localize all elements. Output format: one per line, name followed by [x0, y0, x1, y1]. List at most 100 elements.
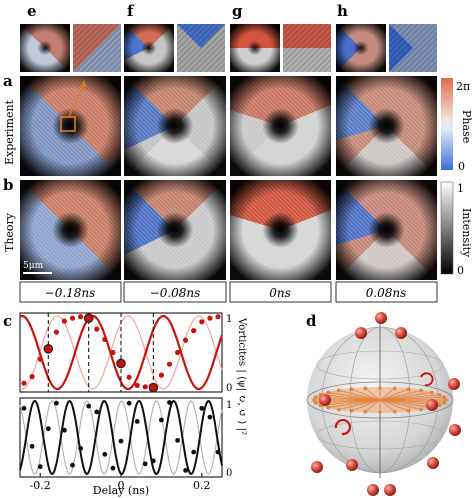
- trajectory-ray: [320, 394, 381, 401]
- trajectory-dot: [419, 388, 424, 393]
- experiment-image-h: [336, 76, 437, 176]
- data-point: [21, 405, 27, 411]
- trajectory-ray: [338, 399, 381, 410]
- data-point: [142, 461, 148, 467]
- data-point: [159, 417, 164, 423]
- trajectory-dot: [313, 395, 318, 400]
- c-bottom-tick-1: 1: [226, 400, 232, 411]
- c-x-ticks: -0.2 0 0.2: [30, 473, 211, 492]
- data-point: [37, 464, 43, 470]
- data-point: [191, 449, 197, 455]
- panel-letter-b: b: [3, 176, 14, 194]
- data-point: [134, 382, 140, 388]
- data-point: [207, 315, 213, 321]
- trajectory-dot: [392, 386, 397, 391]
- c-bottom-tick-0: 0: [226, 468, 232, 479]
- pole-ball: [448, 378, 460, 390]
- roi-arrow: [68, 83, 85, 118]
- data-point: [62, 427, 67, 433]
- data-point: [54, 400, 59, 406]
- trajectory-ray: [379, 388, 409, 401]
- circular-arrow-icon: [334, 419, 351, 436]
- roi-box: [60, 116, 76, 132]
- data-point: [150, 458, 156, 464]
- trajectory-dot: [437, 393, 442, 397]
- highlight-point-0: [43, 344, 54, 354]
- x-tick-label: 0: [118, 479, 125, 492]
- panel-letter-c: c: [3, 312, 12, 330]
- data-point: [61, 318, 67, 324]
- trajectory-ray: [328, 399, 381, 408]
- trajectory-dot: [378, 386, 382, 390]
- theory-image-h: [336, 180, 437, 280]
- trajectory-ray: [379, 390, 422, 401]
- pole-ball: [367, 484, 379, 496]
- pole-ball: [355, 327, 367, 339]
- trajectory-band: [312, 387, 448, 413]
- pole-ball: [427, 457, 439, 469]
- data-point: [78, 446, 83, 451]
- trajectory-ray: [379, 399, 432, 408]
- experiment-image-g: [230, 76, 331, 176]
- sphere-poles: [311, 312, 461, 496]
- data-point: [207, 414, 213, 420]
- trajectory-ray: [351, 399, 381, 412]
- row-label-experiment: Experiment: [3, 99, 16, 165]
- theory-image-g: [230, 180, 331, 280]
- panel-letter-g: g: [232, 2, 243, 20]
- vorticity-plot: [19, 312, 224, 393]
- trajectory-dot: [378, 410, 382, 414]
- arrow-head-icon: [80, 80, 87, 88]
- data-point: [86, 403, 92, 409]
- data-point: [167, 400, 172, 405]
- c-xlabel: Delay (ns): [93, 484, 149, 497]
- thumbnail-e-intensity: [20, 24, 70, 72]
- data-point: [175, 349, 181, 356]
- pole-ball: [426, 399, 438, 411]
- delay-label-f: −0.08ns: [150, 286, 201, 300]
- data-point: [110, 349, 116, 356]
- intensity-bar-top: 1: [457, 182, 464, 195]
- trajectory-ray: [379, 392, 432, 401]
- trajectory-ray: [338, 390, 381, 401]
- trajectory-ray: [365, 399, 381, 413]
- data-point: [29, 443, 35, 449]
- panel-letter-e: e: [27, 2, 37, 20]
- trajectory-ray: [351, 388, 381, 401]
- data-point: [118, 438, 124, 444]
- trajectory-dot: [392, 409, 397, 414]
- data-point: [94, 409, 100, 415]
- data-point: [142, 384, 148, 390]
- thumbnail-f-stripes: [177, 24, 225, 72]
- panel-letter-d: d: [306, 312, 317, 330]
- trajectory-ray: [379, 387, 395, 401]
- c-ylabel: Vorticites | ⟨ψ| ↻, ↺ ⟩ |²: [236, 317, 247, 435]
- delay-label-e: −0.18ns: [45, 286, 96, 300]
- trajectory-dot: [363, 386, 368, 391]
- c-top-tick-0: 0: [226, 383, 232, 394]
- phase-bar-label: Phase: [460, 110, 473, 143]
- theory-curve-1: [19, 399, 223, 476]
- theory-curve-1: [19, 314, 224, 391]
- trajectory-dot: [437, 403, 442, 408]
- intensity-bar-bottom: 0: [457, 264, 464, 277]
- trajectory-ray: [328, 392, 381, 401]
- trajectory-ray: [379, 396, 445, 401]
- trajectory-dot: [442, 395, 447, 400]
- pole-ball: [384, 484, 396, 496]
- data-point: [191, 328, 197, 334]
- data-point: [21, 380, 27, 386]
- theory-row: 5μm: [20, 180, 437, 280]
- data-point: [215, 449, 221, 455]
- trajectory-dot: [444, 398, 448, 402]
- data-point: [134, 419, 140, 424]
- thumbnail-h-intensity: [336, 24, 386, 72]
- panel-letter-f: f: [127, 2, 135, 20]
- poincare-sphere: [306, 322, 454, 478]
- trajectory-ray: [379, 399, 409, 412]
- theory-curve-0: [19, 400, 223, 475]
- data-point: [102, 336, 108, 342]
- pole-ball: [449, 424, 461, 436]
- data-point: [78, 314, 84, 320]
- trajectory-dot: [442, 400, 447, 405]
